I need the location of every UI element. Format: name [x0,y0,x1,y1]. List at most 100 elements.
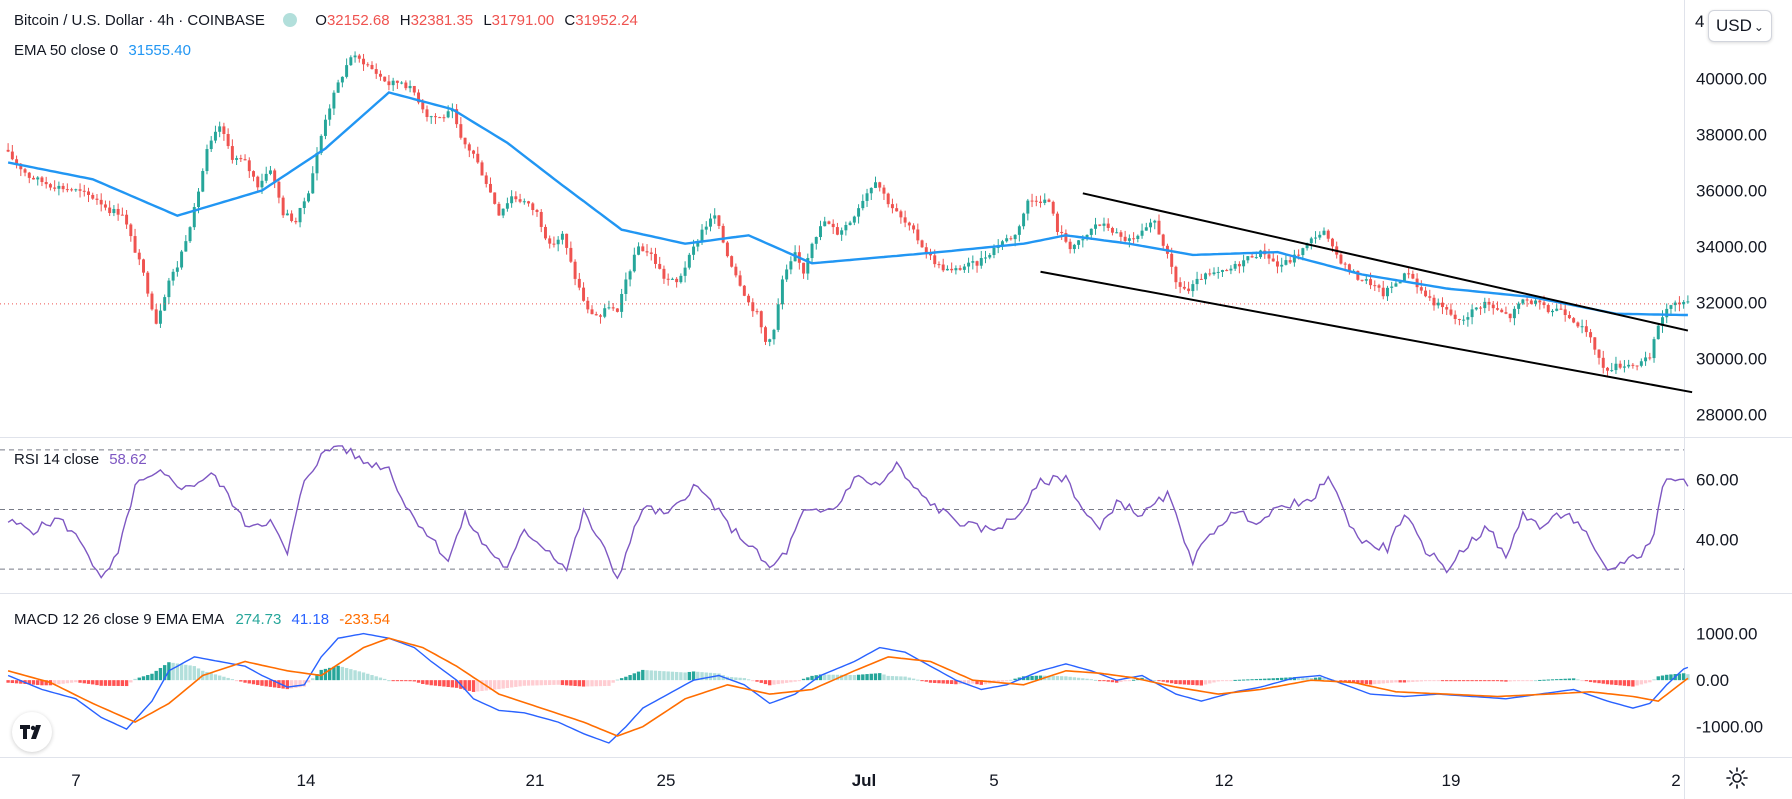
candle-body[interactable] [1055,213,1059,232]
candle-body[interactable] [721,225,725,243]
candle-body[interactable] [1017,226,1021,235]
candle-body[interactable] [230,146,234,160]
candle-body[interactable] [366,64,370,66]
candle-body[interactable] [1576,322,1580,327]
candle-body[interactable] [328,108,332,120]
candle-body[interactable] [1686,301,1690,303]
candle-body[interactable] [70,189,74,191]
candle-body[interactable] [1322,230,1326,235]
candle-body[interactable] [480,162,484,176]
candle-body[interactable] [1081,239,1085,241]
candle-body[interactable] [637,246,641,255]
candle-body[interactable] [971,261,975,263]
candle-body[interactable] [518,199,522,202]
candle-body[interactable] [683,267,687,276]
candle-body[interactable] [1487,301,1491,305]
candle-body[interactable] [1424,290,1428,297]
candle-body[interactable] [1525,299,1529,301]
candle-body[interactable] [654,253,657,264]
candle-body[interactable] [1508,313,1512,319]
candle-body[interactable] [713,215,717,219]
candle-body[interactable] [768,339,772,342]
candle-body[interactable] [1483,301,1487,309]
candle-body[interactable] [408,85,412,89]
candle-body[interactable] [192,207,196,228]
candle-body[interactable] [1132,238,1136,240]
candle-body[interactable] [1026,200,1030,214]
candle-body[interactable] [890,204,894,209]
candle-body[interactable] [560,233,564,240]
candle-body[interactable] [1479,307,1483,309]
candle-body[interactable] [1555,308,1559,311]
candle-body[interactable] [586,300,590,310]
candle-body[interactable] [903,217,907,223]
candle-body[interactable] [1009,238,1013,240]
candle-body[interactable] [1529,300,1533,304]
candle-body[interactable] [789,261,793,270]
candle-body[interactable] [611,307,615,309]
candle-body[interactable] [353,55,357,58]
candle-body[interactable] [1191,284,1195,292]
candle-body[interactable] [298,207,302,223]
candle-body[interactable] [1622,366,1626,368]
candle-body[interactable] [687,254,691,268]
candle-body[interactable] [979,258,983,266]
candle-body[interactable] [1673,302,1677,306]
candle-body[interactable] [44,182,48,185]
candle-body[interactable] [1385,287,1389,297]
candle-body[interactable] [1656,325,1660,340]
candle-body[interactable] [146,272,150,294]
candle-body[interactable] [1030,200,1034,202]
candle-body[interactable] [840,230,844,235]
candle-body[interactable] [78,189,82,191]
candle-body[interactable] [1390,286,1394,288]
candle-body[interactable] [954,268,958,271]
candle-body[interactable] [311,173,315,194]
candle-body[interactable] [704,226,708,230]
candle-body[interactable] [1347,264,1351,272]
candle-body[interactable] [505,203,509,209]
candle-body[interactable] [112,208,116,214]
candle-body[interactable] [1580,326,1584,328]
candle-body[interactable] [709,218,712,227]
candle-body[interactable] [1512,308,1516,319]
candle-body[interactable] [1136,235,1140,239]
candle-body[interactable] [1449,309,1453,315]
candle-body[interactable] [1402,273,1406,283]
candle-body[interactable] [899,211,903,218]
candle-body[interactable] [362,58,366,65]
candle-body[interactable] [82,190,86,192]
candle-body[interactable] [120,214,124,216]
candle-body[interactable] [357,55,361,59]
candle-body[interactable] [332,92,336,109]
candle-body[interactable] [1161,234,1165,246]
candle-body[interactable] [400,82,404,84]
candle-body[interactable] [742,285,746,296]
candle-body[interactable] [920,240,924,248]
candle-body[interactable] [40,177,44,183]
candle-body[interactable] [582,287,586,301]
candle-body[interactable] [243,159,247,161]
candle-body[interactable] [1157,220,1161,235]
candle-body[interactable] [57,185,61,189]
candle-body[interactable] [696,241,700,247]
candle-body[interactable] [700,229,704,242]
candle-body[interactable] [819,226,822,238]
candle-body[interactable] [319,135,323,153]
candle-body[interactable] [929,253,932,256]
candle-body[interactable] [417,92,421,103]
candle-body[interactable] [1614,363,1618,371]
candle-body[interactable] [307,193,311,202]
candle-body[interactable] [941,264,945,271]
candle-body[interactable] [1254,257,1258,259]
candle-body[interactable] [349,57,353,66]
channel-upper-trendline[interactable] [1082,192,1689,332]
candle-body[interactable] [692,246,696,255]
candle-body[interactable] [535,209,539,212]
candle-body[interactable] [442,117,446,119]
candle-body[interactable] [628,271,632,280]
candle-body[interactable] [463,137,467,145]
candle-body[interactable] [290,213,294,221]
candle-body[interactable] [1064,233,1068,242]
candle-body[interactable] [23,169,27,173]
